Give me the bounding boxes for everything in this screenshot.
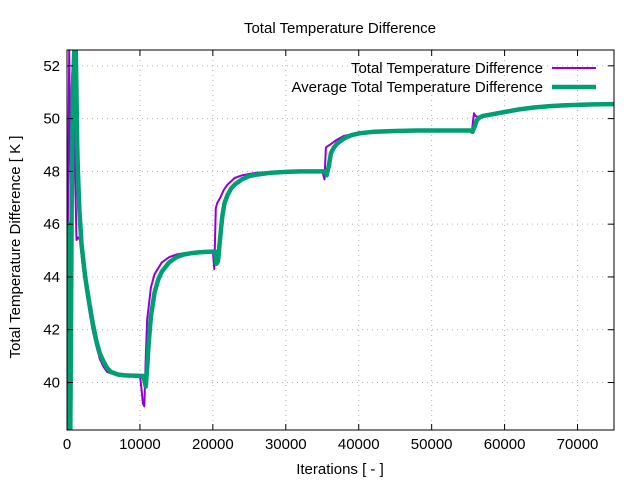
x-tick-label: 10000 bbox=[119, 436, 161, 453]
y-tick-label: 52 bbox=[43, 58, 60, 75]
axis-ticks: 0 10000 20000 30000 40000 50000 60000 70000 40 42… bbox=[43, 50, 614, 453]
legend-label: Average Total Temperature Difference bbox=[291, 79, 543, 96]
plot-frame bbox=[66, 49, 615, 431]
x-tick-label: 50000 bbox=[411, 436, 453, 453]
grid-lines bbox=[67, 50, 614, 430]
x-tick-label: 30000 bbox=[265, 436, 307, 453]
y-tick-label: 40 bbox=[43, 375, 60, 392]
y-tick-label: 44 bbox=[43, 269, 60, 286]
x-tick-label: 60000 bbox=[484, 436, 526, 453]
x-tick-label: 0 bbox=[63, 436, 71, 453]
x-tick-label: 40000 bbox=[338, 436, 380, 453]
x-axis-label: Iterations [ - ] bbox=[296, 461, 384, 478]
y-tick-label: 46 bbox=[43, 216, 60, 233]
y-tick-label: 42 bbox=[43, 322, 60, 339]
legend: Total Temperature Difference Average Tota… bbox=[291, 60, 596, 96]
y-axis-label: Total Temperature Difference [ K ] bbox=[7, 136, 24, 359]
y-tick-label: 50 bbox=[43, 111, 60, 128]
series-layer bbox=[67, 50, 614, 430]
y-tick-label: 48 bbox=[43, 163, 60, 180]
x-tick-label: 70000 bbox=[557, 436, 599, 453]
legend-label: Total Temperature Difference bbox=[351, 60, 543, 77]
series-line-2 bbox=[67, 50, 614, 430]
chart-title: Total Temperature Difference bbox=[244, 20, 436, 37]
x-tick-label: 20000 bbox=[192, 436, 234, 453]
